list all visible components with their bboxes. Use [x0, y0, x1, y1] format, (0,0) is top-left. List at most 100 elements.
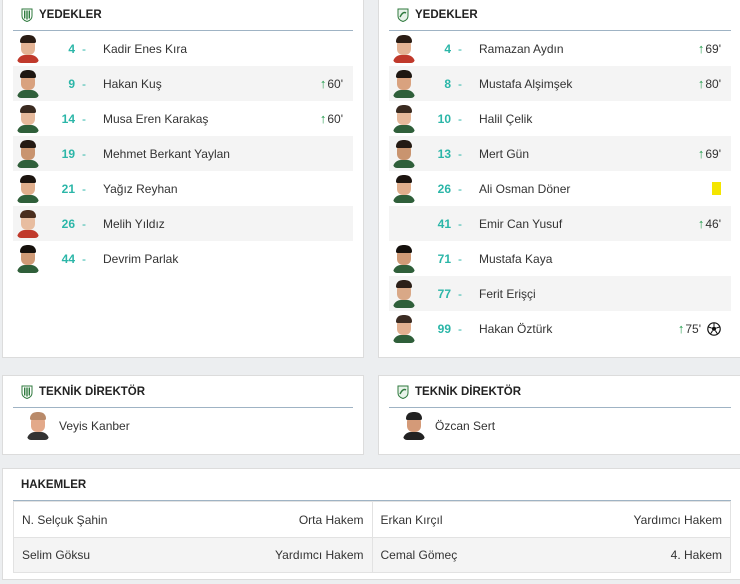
away-player-row[interactable]: 99- Hakan Öztürk ↑ 75'	[389, 311, 731, 346]
away-coach-title: TEKNİK DİREKTÖR	[415, 385, 522, 398]
player-avatar	[393, 244, 415, 273]
coach-avatar	[27, 411, 49, 440]
referee-role: Yardımcı Hakem	[633, 512, 722, 527]
home-player-row[interactable]: 4- Kadir Enes Kıra	[13, 31, 353, 66]
sub-in-arrow-icon: ↑	[319, 111, 327, 126]
number-separator: -	[82, 251, 86, 266]
substitution-in: ↑ 46'	[698, 216, 721, 231]
away-player-row[interactable]: 4- Ramazan Aydın ↑ 69'	[389, 31, 731, 66]
home-coach-name[interactable]: Veyis Kanber	[59, 418, 130, 433]
home-subs-card: YEDEKLER 4- Kadir Enes Kıra 9- Hakan Kuş ↑ 60…	[2, 0, 364, 358]
number-separator: -	[458, 181, 462, 196]
away-subs-list: 4- Ramazan Aydın ↑ 69' 8- Mustafa Alşimşek ↑ 80…	[389, 31, 731, 346]
player-name[interactable]: Yağız Reyhan	[103, 181, 178, 196]
substitution-in: ↑ 69'	[698, 146, 721, 161]
referee-role: Orta Hakem	[298, 512, 364, 527]
player-events: ↑ 46'	[698, 206, 721, 241]
player-avatar	[17, 209, 39, 238]
substitution-in: ↑ 80'	[698, 76, 721, 91]
away-player-row[interactable]: 41- Emir Can Yusuf ↑ 46'	[389, 206, 731, 241]
sub-in-arrow-icon: ↑	[677, 321, 685, 336]
player-name[interactable]: Mehmet Berkant Yaylan	[103, 146, 230, 161]
away-player-row[interactable]: 8- Mustafa Alşimşek ↑ 80'	[389, 66, 731, 101]
player-number: 13	[437, 146, 451, 161]
player-name[interactable]: Hakan Öztürk	[479, 321, 553, 336]
home-team-crest-icon	[21, 385, 33, 399]
home-player-row[interactable]: 9- Hakan Kuş ↑ 60'	[13, 66, 353, 101]
substitution-in: ↑ 75'	[678, 321, 701, 336]
sub-minute: 69'	[705, 146, 721, 161]
player-events: ↑ 80'	[698, 66, 721, 101]
player-name[interactable]: Mert Gün	[479, 146, 530, 161]
goal-ball-icon	[707, 321, 721, 336]
yellow-card-icon	[712, 182, 721, 195]
number-separator: -	[82, 76, 86, 91]
player-avatar	[393, 174, 415, 203]
away-player-row[interactable]: 13- Mert Gün ↑ 69'	[389, 136, 731, 171]
player-name[interactable]: Mustafa Alşimşek	[479, 76, 573, 91]
player-name[interactable]: Ferit Erişçi	[479, 286, 536, 301]
player-avatar	[17, 244, 39, 273]
away-player-row[interactable]: 71- Mustafa Kaya	[389, 241, 731, 276]
away-player-row[interactable]: 10- Halil Çelik	[389, 101, 731, 136]
player-avatar	[17, 174, 39, 203]
home-player-row[interactable]: 21- Yağız Reyhan	[13, 171, 353, 206]
referee-name: Cemal Gömeç	[380, 548, 458, 562]
player-avatar	[393, 104, 415, 133]
player-name[interactable]: Musa Eren Karakaş	[103, 111, 209, 126]
player-avatar	[17, 104, 39, 133]
player-avatar	[17, 139, 39, 168]
home-player-row[interactable]: 26- Melih Yıldız	[13, 206, 353, 241]
number-separator: -	[82, 181, 86, 196]
player-number: 44	[61, 251, 75, 266]
referee-role: Yardımcı Hakem	[275, 548, 364, 562]
referees-header: HAKEMLER	[13, 469, 731, 501]
home-subs-header: YEDEKLER	[13, 0, 353, 31]
home-player-row[interactable]: 19- Mehmet Berkant Yaylan	[13, 136, 353, 171]
player-number: 14	[61, 111, 75, 126]
player-name[interactable]: Ramazan Aydın	[479, 41, 564, 56]
player-events: ↑ 69'	[698, 136, 721, 171]
player-name[interactable]: Kadir Enes Kıra	[103, 41, 188, 56]
referee-cell: Selim Göksu Yardımcı Hakem	[14, 538, 372, 572]
home-coach-row[interactable]: Veyis Kanber	[13, 408, 353, 443]
number-separator: -	[458, 286, 462, 301]
referee-name: Selim Göksu	[22, 548, 91, 562]
sub-in-arrow-icon: ↑	[697, 76, 705, 91]
player-name[interactable]: Melih Yıldız	[103, 216, 165, 231]
player-name[interactable]: Emir Can Yusuf	[479, 216, 563, 231]
sub-minute: 69'	[705, 41, 721, 56]
away-coach-name[interactable]: Özcan Sert	[435, 418, 496, 433]
home-subs-list: 4- Kadir Enes Kıra 9- Hakan Kuş ↑ 60' 14- Musa …	[13, 31, 353, 276]
player-name[interactable]: Mustafa Kaya	[479, 251, 553, 266]
player-name[interactable]: Halil Çelik	[479, 111, 533, 126]
home-team-crest-icon	[21, 8, 33, 22]
player-name[interactable]: Hakan Kuş	[103, 76, 162, 91]
player-avatar	[393, 210, 415, 238]
referee-row: N. Selçuk Şahin Orta Hakem Erkan Kırçıl …	[14, 502, 730, 537]
referee-name: N. Selçuk Şahin	[22, 512, 108, 527]
referees-title: HAKEMLER	[21, 478, 87, 491]
player-number: 99	[437, 321, 451, 336]
away-team-crest-icon	[397, 385, 409, 399]
number-separator: -	[458, 41, 462, 56]
number-separator: -	[458, 76, 462, 91]
player-number: 19	[61, 146, 75, 161]
number-separator: -	[82, 41, 86, 56]
away-player-row[interactable]: 26- Ali Osman Döner	[389, 171, 731, 206]
away-player-row[interactable]: 77- Ferit Erişçi	[389, 276, 731, 311]
home-player-row[interactable]: 14- Musa Eren Karakaş ↑ 60'	[13, 101, 353, 136]
number-separator: -	[82, 111, 86, 126]
player-number: 71	[437, 251, 451, 266]
number-separator: -	[82, 146, 86, 161]
number-separator: -	[82, 216, 86, 231]
player-name[interactable]: Devrim Parlak	[103, 251, 179, 266]
player-name[interactable]: Ali Osman Döner	[479, 181, 571, 196]
away-coach-header: TEKNİK DİREKTÖR	[389, 376, 731, 408]
home-player-row[interactable]: 44- Devrim Parlak	[13, 241, 353, 276]
number-separator: -	[458, 216, 462, 231]
number-separator: -	[458, 321, 462, 336]
player-number: 21	[61, 181, 75, 196]
sub-in-arrow-icon: ↑	[319, 76, 327, 91]
away-coach-row[interactable]: Özcan Sert	[389, 408, 731, 443]
